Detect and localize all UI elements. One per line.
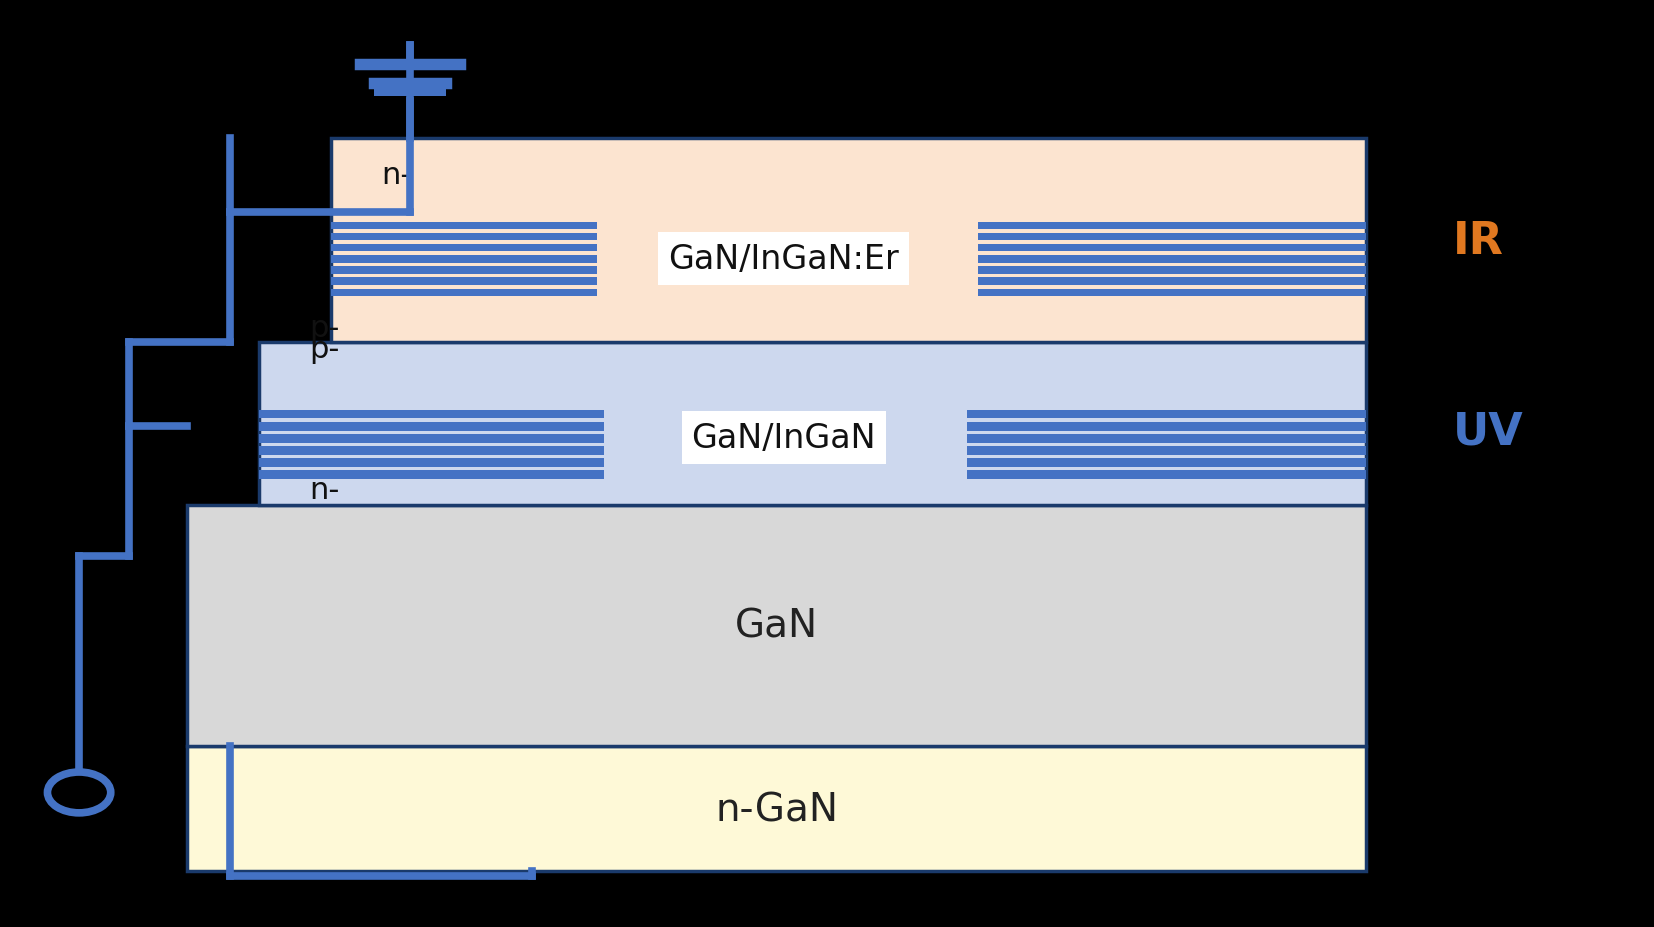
Text: GaN/InGaN: GaN/InGaN bbox=[691, 422, 877, 455]
Bar bbox=[978, 234, 1366, 241]
Text: GaN/InGaN:Er: GaN/InGaN:Er bbox=[668, 243, 900, 276]
Bar bbox=[978, 289, 1366, 297]
Bar bbox=[331, 222, 597, 230]
Text: n-: n- bbox=[309, 476, 339, 504]
Text: n-: n- bbox=[380, 161, 412, 190]
Bar bbox=[966, 411, 1366, 419]
Bar bbox=[260, 411, 604, 419]
Bar bbox=[260, 435, 604, 443]
Bar bbox=[978, 222, 1366, 230]
Bar bbox=[331, 256, 597, 263]
Bar bbox=[260, 447, 604, 455]
Bar bbox=[331, 245, 597, 252]
Bar bbox=[966, 435, 1366, 443]
Bar bbox=[978, 256, 1366, 263]
Bar bbox=[978, 278, 1366, 286]
Bar bbox=[374, 81, 447, 97]
Bar bbox=[260, 343, 1366, 505]
Bar bbox=[331, 267, 597, 274]
Bar bbox=[966, 471, 1366, 479]
Text: UV: UV bbox=[1452, 410, 1523, 452]
Bar bbox=[260, 471, 604, 479]
Text: n-GaN: n-GaN bbox=[715, 791, 839, 828]
Bar bbox=[260, 423, 604, 431]
Bar bbox=[331, 278, 597, 286]
Text: p-: p- bbox=[309, 314, 339, 343]
Text: IR: IR bbox=[1452, 220, 1503, 262]
Bar bbox=[966, 447, 1366, 455]
Bar bbox=[966, 423, 1366, 431]
Text: GaN: GaN bbox=[734, 607, 819, 644]
Bar bbox=[331, 234, 597, 241]
Bar bbox=[978, 267, 1366, 274]
Bar bbox=[331, 289, 597, 297]
Bar bbox=[966, 459, 1366, 467]
Bar bbox=[331, 139, 1366, 343]
Bar bbox=[260, 459, 604, 467]
Bar bbox=[978, 245, 1366, 252]
Bar bbox=[187, 746, 1366, 871]
Text: p-: p- bbox=[309, 335, 339, 363]
Bar bbox=[187, 505, 1366, 746]
